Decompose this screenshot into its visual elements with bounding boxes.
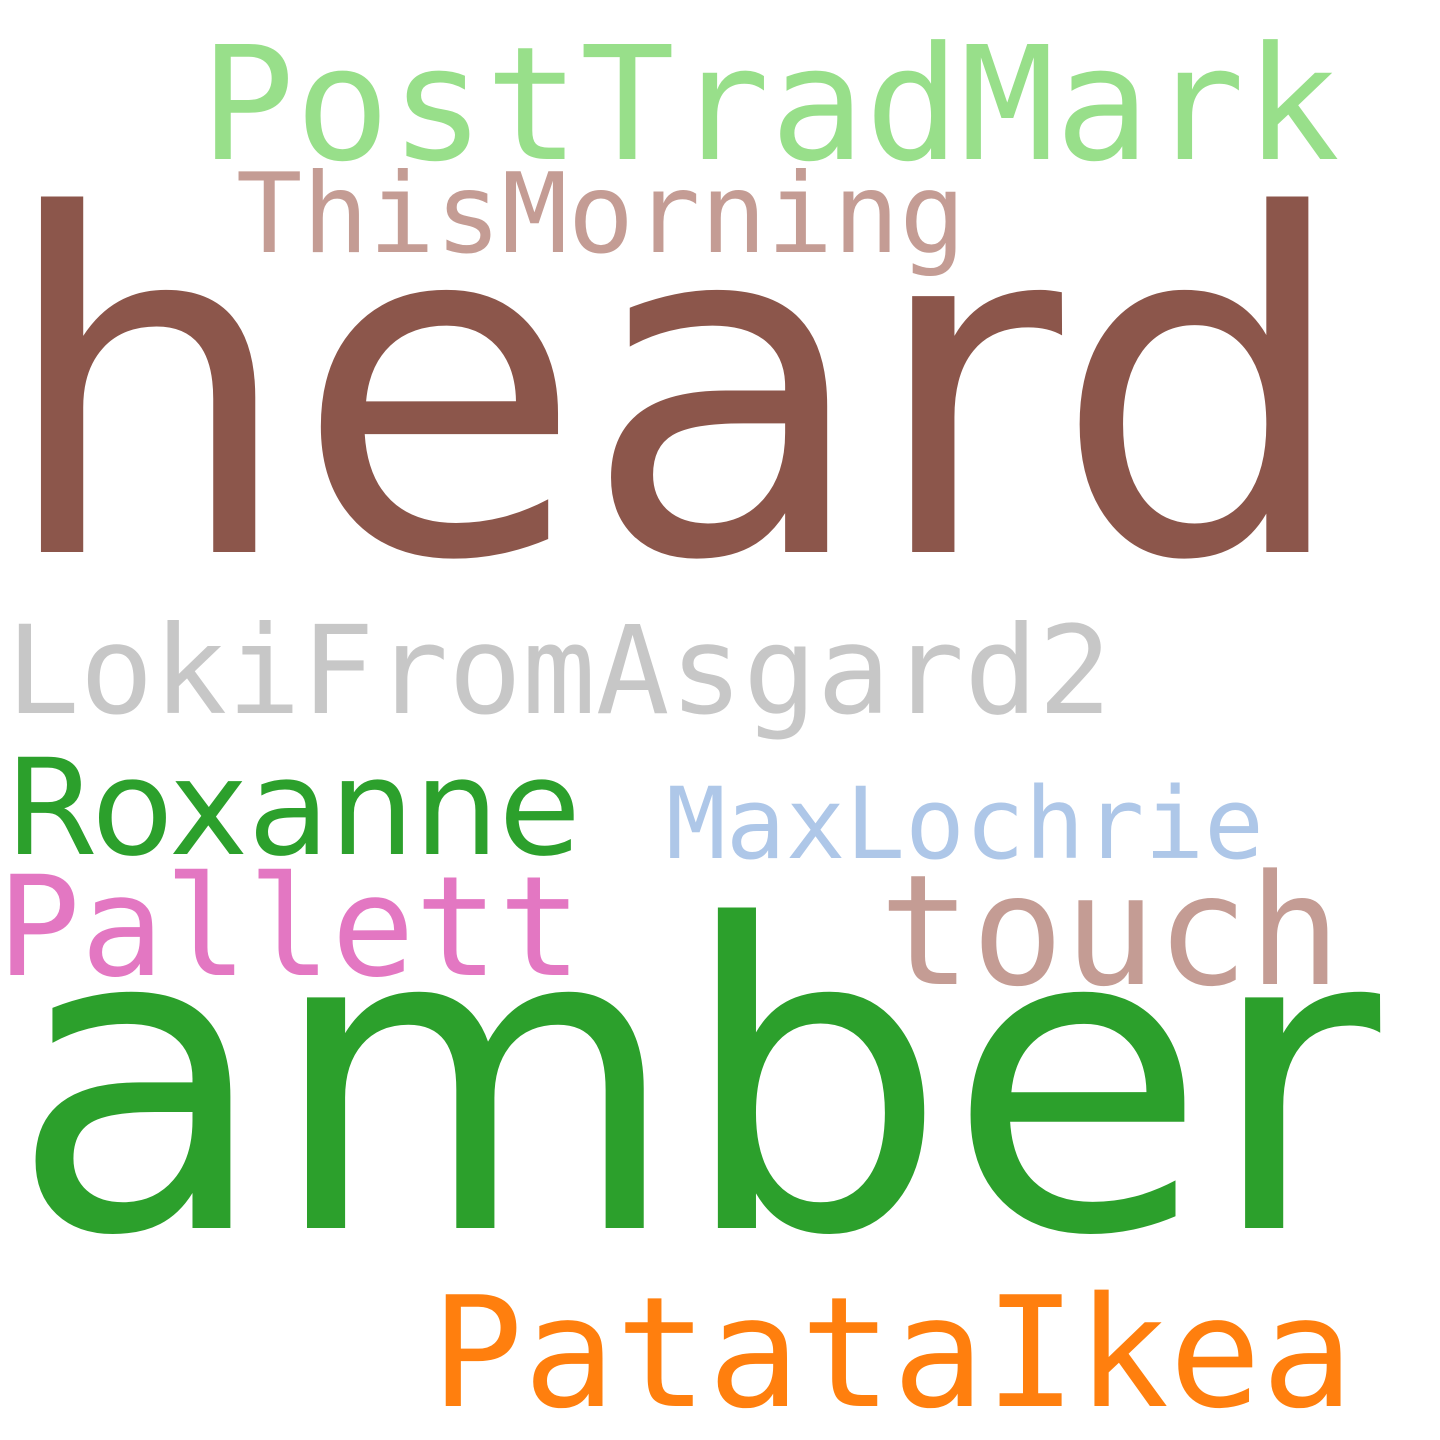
word-heard: heard [0,119,1351,664]
word-touch: touch [879,843,1341,1022]
word-maxlochrie: MaxLochrie [666,766,1264,882]
word-pallett: Pallett [0,845,582,1008]
word-amber: amber [10,836,1381,1328]
word-roxanne: Roxanne [5,730,581,886]
word-patataikea: PatataIkea [431,1265,1354,1440]
word-lokifromasgard2: LokiFromAsgard2 [6,599,1112,743]
word-thismorning: ThisMorning [236,149,966,278]
word-posttradmark: PostTradMark [200,13,1340,197]
